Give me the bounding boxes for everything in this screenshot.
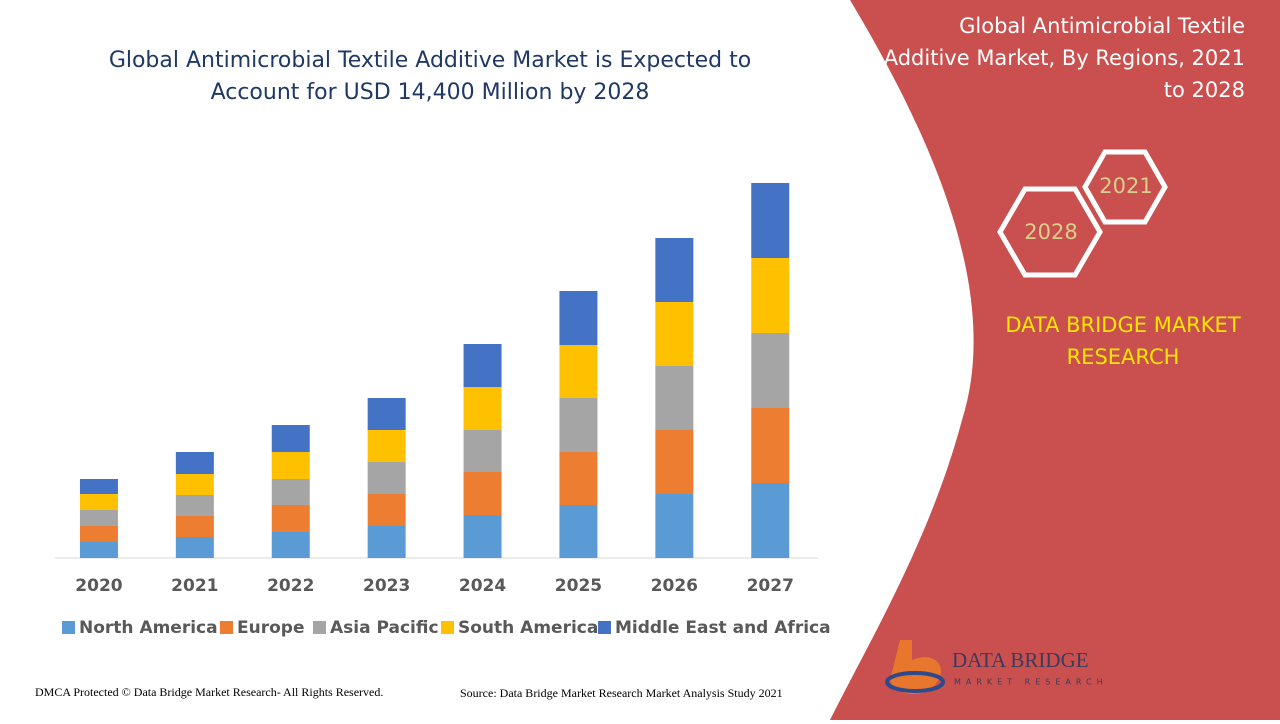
- bar-segment: [655, 366, 694, 430]
- source: Source: Data Bridge Market Research Mark…: [460, 686, 783, 700]
- bar-segment: [655, 238, 694, 302]
- bar-segment: [463, 472, 502, 515]
- bar-segment: [463, 387, 502, 430]
- bar-segment: [367, 398, 406, 430]
- logo-name: DATA BRIDGE: [952, 648, 1089, 672]
- panel-title: Additive Market, By Regions, 2021: [884, 46, 1245, 70]
- bar-segment: [655, 494, 694, 558]
- x-tick-label: 2020: [75, 576, 122, 596]
- logo-tagline: MARKET RESEARCH: [954, 678, 1108, 687]
- panel-title: Global Antimicrobial Textile: [959, 14, 1245, 38]
- bar-segment: [751, 183, 790, 258]
- bar-segment: [271, 425, 310, 452]
- bar-segment: [79, 526, 118, 542]
- brand: RESEARCH: [1067, 345, 1180, 369]
- hexagon-label: 2028: [1024, 220, 1077, 244]
- bar-segment: [271, 532, 310, 558]
- x-tick-label: 2027: [747, 576, 794, 596]
- bar-segment: [463, 515, 502, 558]
- bar-segment: [751, 333, 790, 408]
- bar-segment: [751, 483, 790, 558]
- legend-swatch: [62, 621, 75, 634]
- bar-segment: [175, 495, 214, 516]
- logo: DATA BRIDGE MARKET RESEARCH: [885, 640, 1108, 695]
- bar-segment: [175, 452, 214, 474]
- bar-segment: [367, 526, 406, 558]
- bar-segment: [751, 408, 790, 483]
- x-tick-label: 2022: [267, 576, 314, 596]
- bar-segment: [367, 494, 406, 526]
- bar-segment: [559, 291, 598, 345]
- bar-segment: [175, 516, 214, 537]
- legend-label: Asia Pacific: [330, 618, 439, 638]
- panel-title: to 2028: [1164, 78, 1245, 102]
- hexagon-label: 2021: [1099, 174, 1152, 198]
- legend-swatch: [220, 621, 233, 634]
- x-tick-label: 2023: [363, 576, 410, 596]
- copyright: DMCA Protected © Data Bridge Market Rese…: [35, 685, 383, 699]
- bar-segment: [367, 462, 406, 494]
- bar-segment: [751, 258, 790, 333]
- hexagon: [1082, 149, 1168, 225]
- bar-segment: [655, 430, 694, 494]
- bar-segment: [175, 474, 214, 495]
- legend-label: South America: [458, 618, 598, 638]
- x-tick-label: 2026: [651, 576, 698, 596]
- bar-segment: [559, 398, 598, 452]
- side-panel: [830, 0, 1280, 720]
- title: Global Antimicrobial Textile Additive Ma…: [109, 48, 751, 73]
- logo-mark: [890, 640, 942, 695]
- legend-label: Middle East and Africa: [615, 618, 831, 638]
- bar-segment: [79, 494, 118, 510]
- legend-label: Europe: [237, 618, 304, 638]
- x-tick-label: 2024: [459, 576, 506, 596]
- bar-segment: [559, 452, 598, 505]
- brand: DATA BRIDGE MARKET: [1005, 313, 1240, 337]
- legend-label: North America: [79, 618, 218, 638]
- logo-ring: [885, 671, 945, 693]
- x-tick-label: 2025: [555, 576, 602, 596]
- bar-segment: [367, 430, 406, 462]
- bar-segment: [79, 510, 118, 526]
- hexagon: [997, 186, 1103, 278]
- bar-segment: [79, 479, 118, 494]
- bar-segment: [271, 505, 310, 532]
- legend-swatch: [598, 621, 611, 634]
- legend-swatch: [313, 621, 326, 634]
- bar-segment: [463, 430, 502, 472]
- bar-segment: [175, 537, 214, 558]
- x-tick-label: 2021: [171, 576, 218, 596]
- bar-segment: [559, 345, 598, 398]
- legend-swatch: [441, 621, 454, 634]
- bar-segment: [271, 479, 310, 505]
- bar-segment: [463, 344, 502, 387]
- title: Account for USD 14,400 Million by 2028: [211, 80, 650, 105]
- bar-segment: [271, 452, 310, 479]
- bar-segment: [79, 542, 118, 558]
- bar-segment: [655, 302, 694, 366]
- bar-segment: [559, 505, 598, 558]
